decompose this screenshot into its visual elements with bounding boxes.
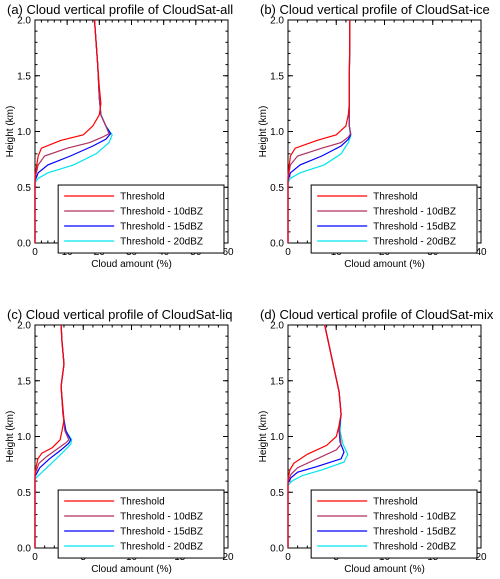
y-tick-label: 1.5 xyxy=(270,71,284,82)
y-tick-label: 2.0 xyxy=(270,16,284,27)
legend-label: Threshold - 15dBZ xyxy=(120,222,203,233)
panel-2: (b) Cloud vertical profile of CloudSat-i… xyxy=(258,2,490,270)
y-axis-label: Height (km) xyxy=(5,106,16,158)
legend-label: Threshold - 20dBZ xyxy=(120,542,203,553)
x-tick-label: 60 xyxy=(222,247,234,258)
y-axis-label: Height (km) xyxy=(258,411,269,463)
y-tick-label: 0.5 xyxy=(17,183,31,194)
y-tick-label: 1.0 xyxy=(270,127,284,138)
x-tick-label: 40 xyxy=(475,247,487,258)
panel-title: (b) Cloud vertical profile of CloudSat-i… xyxy=(260,2,490,17)
x-tick-label: 0 xyxy=(32,247,38,258)
legend-label: Threshold - 10dBZ xyxy=(120,207,203,218)
panel-1: (a) Cloud vertical profile of CloudSat-a… xyxy=(5,2,234,270)
legend-label: Threshold - 10dBZ xyxy=(120,512,203,523)
panel-4: (d) Cloud vertical profile of CloudSat-m… xyxy=(258,307,494,575)
y-tick-label: 1.5 xyxy=(17,71,31,82)
legend-label: Threshold - 15dBZ xyxy=(373,527,456,538)
y-tick-label: 2.0 xyxy=(270,321,284,332)
y-tick-label: 0.0 xyxy=(17,544,31,555)
legend-label: Threshold - 20dBZ xyxy=(373,542,456,553)
legend-label: Threshold - 10dBZ xyxy=(373,207,456,218)
legend-label: Threshold xyxy=(373,497,417,508)
legend-label: Threshold xyxy=(120,497,164,508)
legend-label: Threshold - 10dBZ xyxy=(373,512,456,523)
y-tick-label: 1.0 xyxy=(270,432,284,443)
panel-title: (c) Cloud vertical profile of CloudSat-l… xyxy=(7,307,232,322)
y-tick-label: 1.5 xyxy=(17,376,31,387)
x-axis-label: Cloud amount (%) xyxy=(91,259,172,270)
y-tick-label: 1.5 xyxy=(270,376,284,387)
y-tick-label: 0.5 xyxy=(17,488,31,499)
y-tick-label: 0.5 xyxy=(270,183,284,194)
y-tick-label: 0.0 xyxy=(17,239,31,250)
series-line xyxy=(287,20,351,243)
y-axis-label: Height (km) xyxy=(5,411,16,463)
series-line xyxy=(34,19,102,243)
panel-title: (a) Cloud vertical profile of CloudSat-a… xyxy=(7,2,233,17)
panel-title: (d) Cloud vertical profile of CloudSat-m… xyxy=(260,307,494,322)
legend-label: Threshold - 20dBZ xyxy=(373,237,456,248)
legend-label: Threshold xyxy=(373,192,417,203)
legend-label: Threshold xyxy=(120,192,164,203)
legend-label: Threshold - 20dBZ xyxy=(120,237,203,248)
series-line xyxy=(34,324,65,548)
y-tick-label: 0.5 xyxy=(270,488,284,499)
y-tick-label: 0.0 xyxy=(270,544,284,555)
y-tick-label: 2.0 xyxy=(17,16,31,27)
x-tick-label: 0 xyxy=(285,247,291,258)
x-tick-label: 0 xyxy=(285,552,291,563)
x-tick-label: 20 xyxy=(475,552,487,563)
y-tick-label: 2.0 xyxy=(17,321,31,332)
x-tick-label: 20 xyxy=(222,552,234,563)
x-tick-label: 0 xyxy=(32,552,38,563)
series-line xyxy=(287,324,342,548)
y-tick-label: 1.0 xyxy=(17,127,31,138)
x-axis-label: Cloud amount (%) xyxy=(344,564,425,575)
y-tick-label: 0.0 xyxy=(270,239,284,250)
legend-label: Threshold - 15dBZ xyxy=(373,222,456,233)
y-axis-label: Height (km) xyxy=(258,106,269,158)
y-tick-label: 1.0 xyxy=(17,432,31,443)
panel-3: (c) Cloud vertical profile of CloudSat-l… xyxy=(5,307,234,575)
x-axis-label: Cloud amount (%) xyxy=(344,259,425,270)
x-axis-label: Cloud amount (%) xyxy=(91,564,172,575)
legend-label: Threshold - 15dBZ xyxy=(120,527,203,538)
